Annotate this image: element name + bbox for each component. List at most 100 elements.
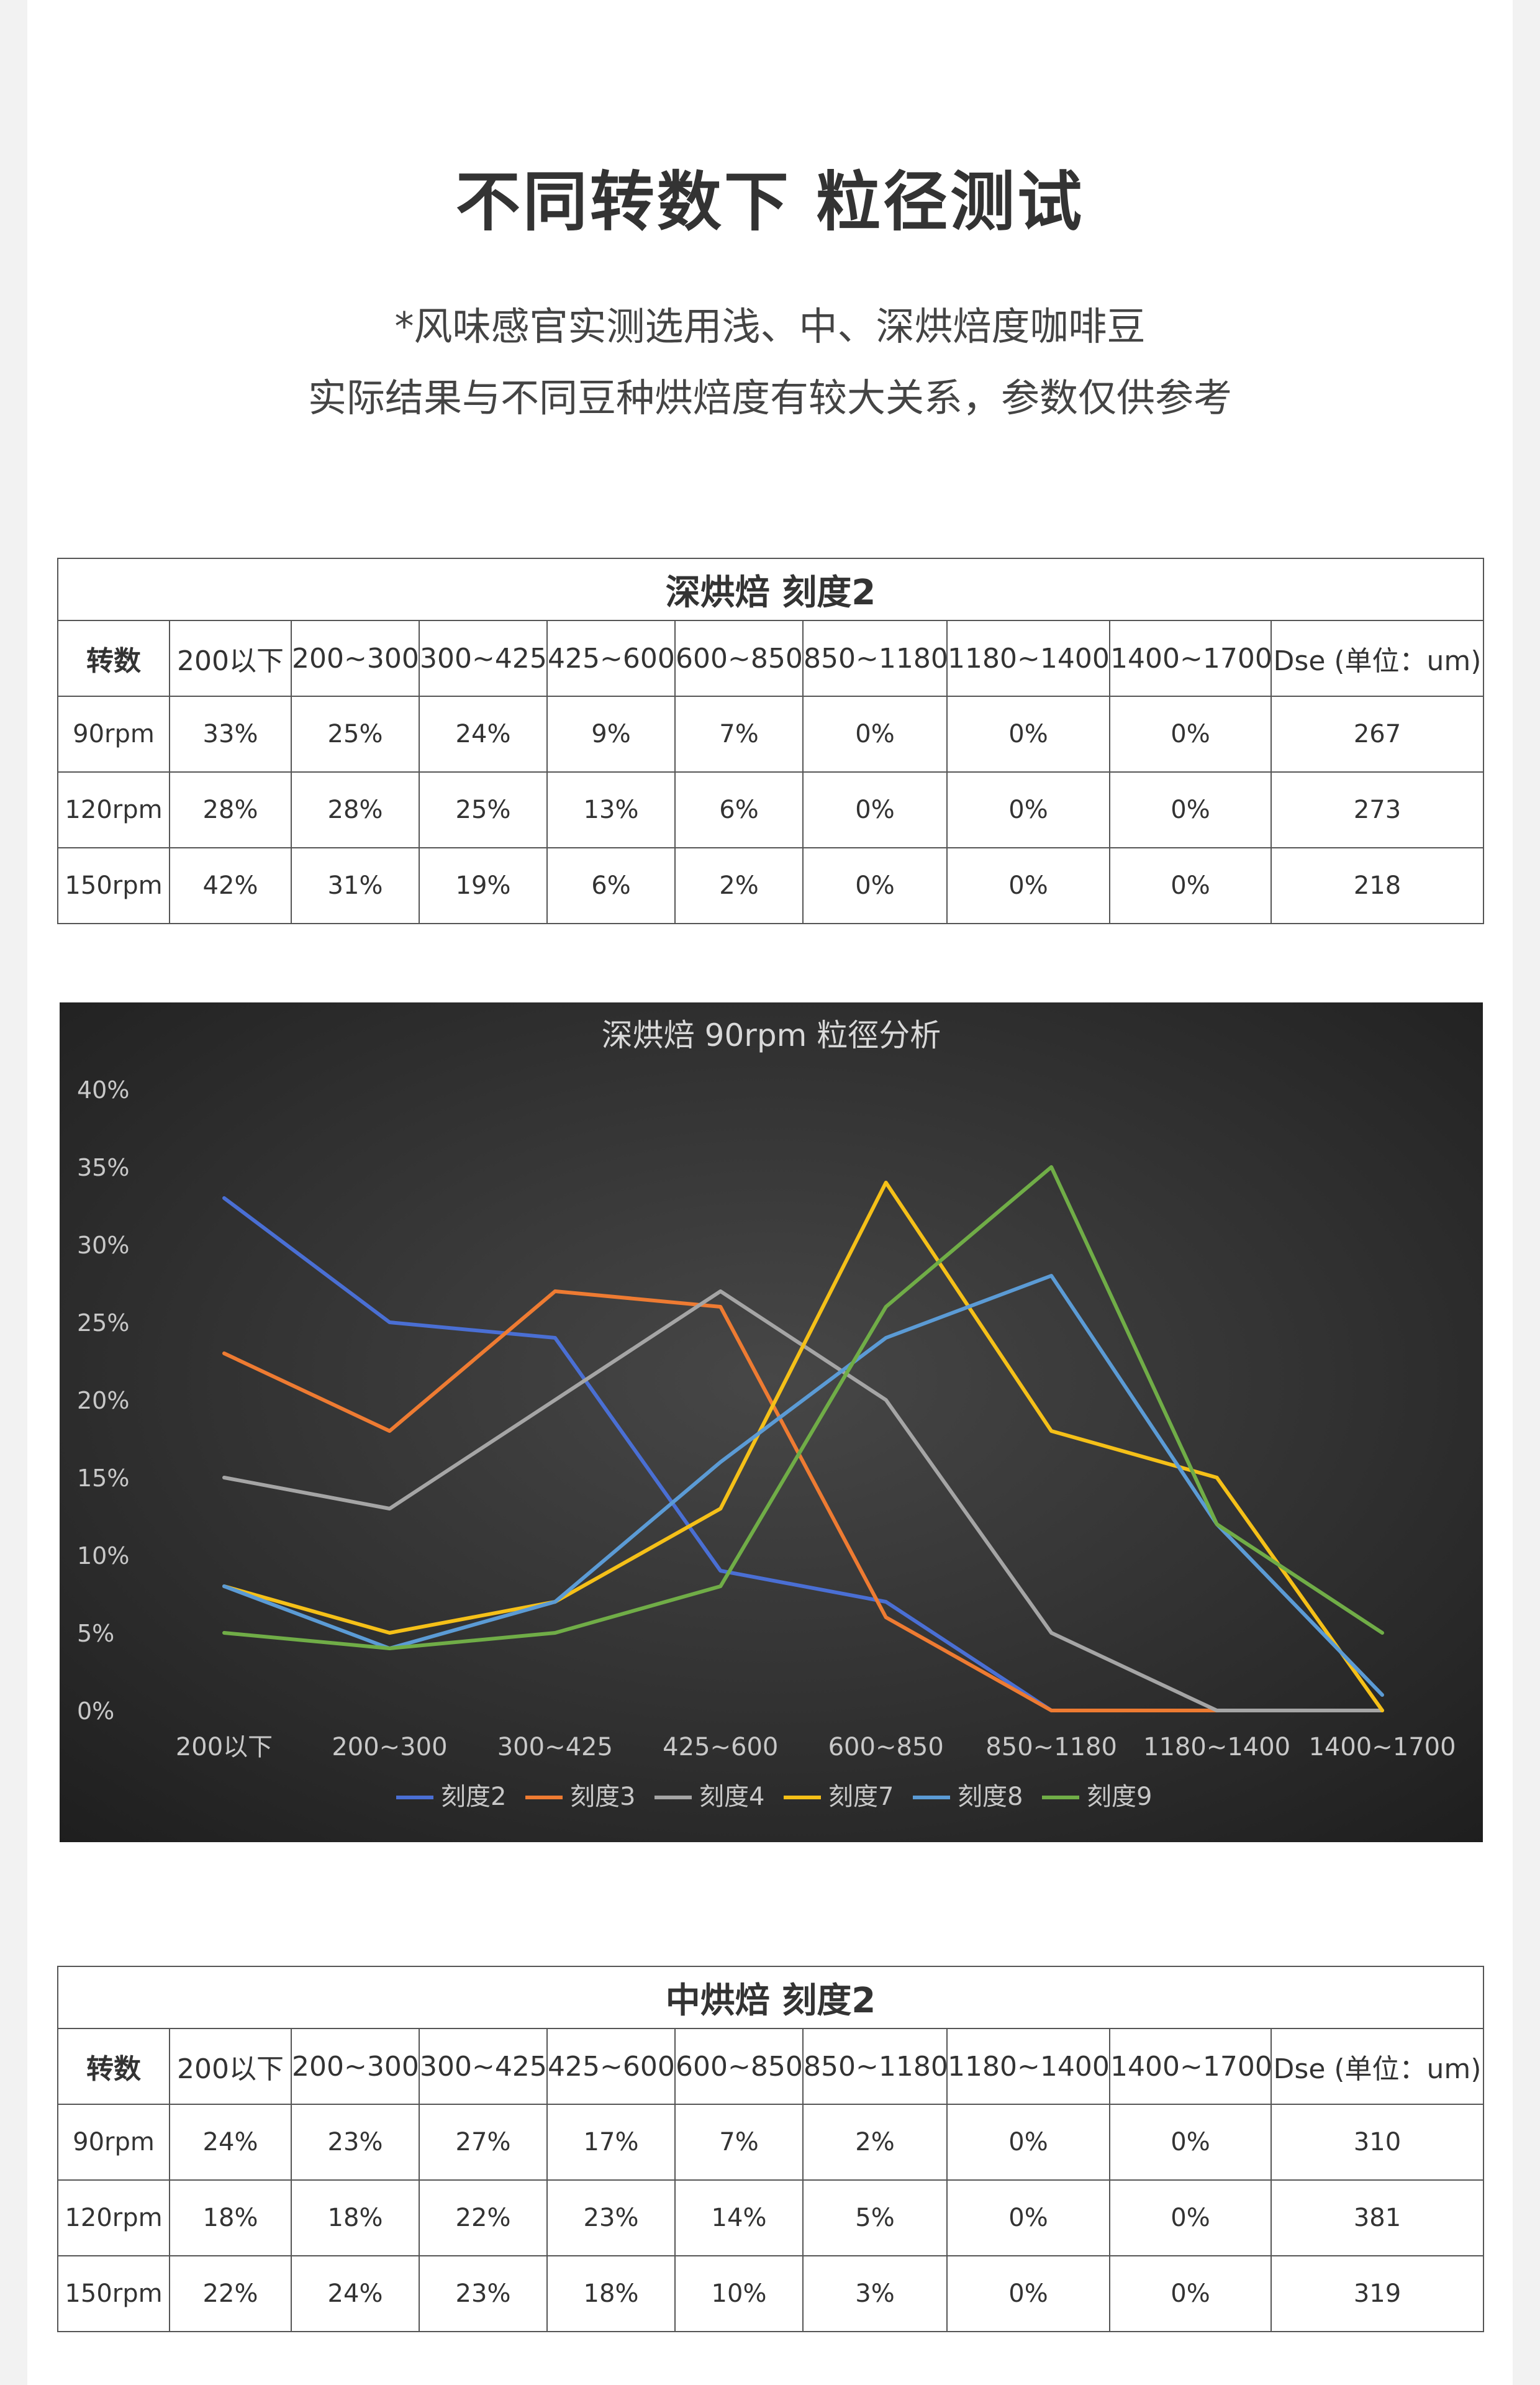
table-cell: 17% xyxy=(546,2104,676,2181)
chart-svg: 深烘焙 90rpm 粒徑分析 0% 5% 10% 15% 20% 25% 30% 35% 40%… xyxy=(60,1002,1483,1842)
table-row: 120rpm 28% 28% 25% 13% 6% 0% 0% 0% 273 xyxy=(57,771,1484,848)
header-cell: 1180~1400 xyxy=(946,2028,1110,2105)
table-caption: 中烘焙 刻度2 xyxy=(57,1966,1484,2029)
table-cell: 28% xyxy=(291,771,420,848)
legend-label: 刻度7 xyxy=(828,1783,894,1811)
header-cell: Dse (单位：um) xyxy=(1270,620,1484,697)
legend-label: 刻度4 xyxy=(699,1783,764,1811)
table-cell: 120rpm xyxy=(57,771,170,848)
header-cell: Dse (单位：um) xyxy=(1270,2028,1484,2105)
table-cell: 23% xyxy=(546,2179,676,2256)
table-cell: 25% xyxy=(419,771,548,848)
table-cell: 0% xyxy=(946,771,1110,848)
table-cell: 19% xyxy=(419,847,548,924)
table-cell: 0% xyxy=(802,847,948,924)
series-lines xyxy=(222,1165,1384,1712)
table-cell: 0% xyxy=(802,696,948,773)
legend-label: 刻度3 xyxy=(570,1783,635,1811)
table-cell: 0% xyxy=(1109,771,1272,848)
x-tick-label: 600~850 xyxy=(828,1733,944,1761)
header-cell: 1180~1400 xyxy=(946,620,1110,697)
table-cell: 0% xyxy=(946,2104,1110,2181)
series-line-刻度7 xyxy=(222,1181,1384,1712)
x-tick-label: 1180~1400 xyxy=(1143,1733,1290,1761)
table-cell: 218 xyxy=(1270,847,1484,924)
table-cell: 33% xyxy=(169,696,292,773)
table-cell: 2% xyxy=(674,847,804,924)
medium-roast-table: 中烘焙 刻度2 转数 200以下 200~300 300~425 425~600… xyxy=(57,1966,1484,2332)
table-cell: 273 xyxy=(1270,771,1484,848)
header-cell: 300~425 xyxy=(419,2028,548,2105)
y-axis-ticks: 0% 5% 10% 15% 20% 25% 30% 35% 40% xyxy=(77,1076,129,1725)
table-cell: 31% xyxy=(291,847,420,924)
table-cell: 267 xyxy=(1270,696,1484,773)
header-cell: 425~600 xyxy=(546,620,676,697)
header-cell: 转数 xyxy=(57,2028,170,2105)
dark-roast-table: 深烘焙 刻度2 转数 200以下 200~300 300~425 425~600… xyxy=(57,558,1484,924)
table-cell: 7% xyxy=(674,696,804,773)
table-cell: 0% xyxy=(1109,696,1272,773)
chart-title: 深烘焙 90rpm 粒徑分析 xyxy=(602,1017,941,1053)
x-tick-label: 850~1180 xyxy=(985,1733,1117,1761)
table-cell: 18% xyxy=(291,2179,420,2256)
table-cell: 2% xyxy=(802,2104,948,2181)
x-tick-label: 425~600 xyxy=(663,1733,778,1761)
table-cell: 23% xyxy=(291,2104,420,2181)
subtitle-line-1: *风味感官实测选用浅、中、深烘焙度咖啡豆 xyxy=(394,304,1146,349)
table-cell: 0% xyxy=(946,2179,1110,2256)
header-cell: 200~300 xyxy=(291,620,420,697)
table-cell: 381 xyxy=(1270,2179,1484,2256)
header-cell: 850~1180 xyxy=(802,2028,948,2105)
table-cell: 0% xyxy=(946,696,1110,773)
table-row: 90rpm 24% 23% 27% 17% 7% 2% 0% 0% 310 xyxy=(57,2104,1484,2181)
y-tick-label: 30% xyxy=(77,1232,129,1259)
header-cell: 200以下 xyxy=(169,620,292,697)
table-cell: 0% xyxy=(1109,2104,1272,2181)
table-cell: 24% xyxy=(419,696,548,773)
header-cell: 1400~1700 xyxy=(1109,2028,1272,2105)
x-tick-label: 200以下 xyxy=(176,1733,273,1761)
table-caption: 深烘焙 刻度2 xyxy=(57,558,1484,621)
page: 不同转数下 粒径测试 *风味感官实测选用浅、中、深烘焙度咖啡豆 实际结果与不同豆… xyxy=(27,0,1513,2385)
page-title: 不同转数下 粒径测试 xyxy=(455,164,1085,240)
header-cell: 200以下 xyxy=(169,2028,292,2105)
table-row: 150rpm 22% 24% 23% 18% 10% 3% 0% 0% 319 xyxy=(57,2255,1484,2332)
table-cell: 7% xyxy=(674,2104,804,2181)
table-cell: 23% xyxy=(419,2255,548,2332)
table-cell: 18% xyxy=(546,2255,676,2332)
table-header-row: 转数 200以下 200~300 300~425 425~600 600~850… xyxy=(57,2028,1484,2105)
table-cell: 18% xyxy=(169,2179,292,2256)
table-cell: 0% xyxy=(946,2255,1110,2332)
table-row: 150rpm 42% 31% 19% 6% 2% 0% 0% 0% 218 xyxy=(57,847,1484,924)
subtitle-line-2: 实际结果与不同豆种烘焙度有较大关系，参数仅供参考 xyxy=(307,375,1232,420)
table-cell: 150rpm xyxy=(57,2255,170,2332)
series-line-刻度9 xyxy=(222,1165,1384,1650)
x-tick-label: 300~425 xyxy=(497,1733,613,1761)
table-cell: 22% xyxy=(419,2179,548,2256)
table-cell: 9% xyxy=(546,696,676,773)
table-cell: 24% xyxy=(169,2104,292,2181)
table-cell: 27% xyxy=(419,2104,548,2181)
y-tick-label: 40% xyxy=(77,1076,129,1104)
table-cell: 0% xyxy=(802,771,948,848)
y-tick-label: 15% xyxy=(77,1465,129,1492)
x-tick-label: 1400~1700 xyxy=(1308,1733,1456,1761)
table-cell: 0% xyxy=(1109,2179,1272,2256)
legend-label: 刻度8 xyxy=(958,1783,1023,1811)
table-cell: 310 xyxy=(1270,2104,1484,2181)
series-line-刻度8 xyxy=(222,1274,1384,1697)
table-cell: 10% xyxy=(674,2255,804,2332)
table-cell: 6% xyxy=(546,847,676,924)
table-cell: 24% xyxy=(291,2255,420,2332)
table-cell: 14% xyxy=(674,2179,804,2256)
table-cell: 319 xyxy=(1270,2255,1484,2332)
x-tick-label: 200~300 xyxy=(332,1733,447,1761)
header-cell: 850~1180 xyxy=(802,620,948,697)
table-cell: 5% xyxy=(802,2179,948,2256)
table-cell: 3% xyxy=(802,2255,948,2332)
table-cell: 6% xyxy=(674,771,804,848)
header-cell: 600~850 xyxy=(674,620,804,697)
table-cell: 0% xyxy=(1109,847,1272,924)
table-cell: 0% xyxy=(1109,2255,1272,2332)
header-cell: 300~425 xyxy=(419,620,548,697)
